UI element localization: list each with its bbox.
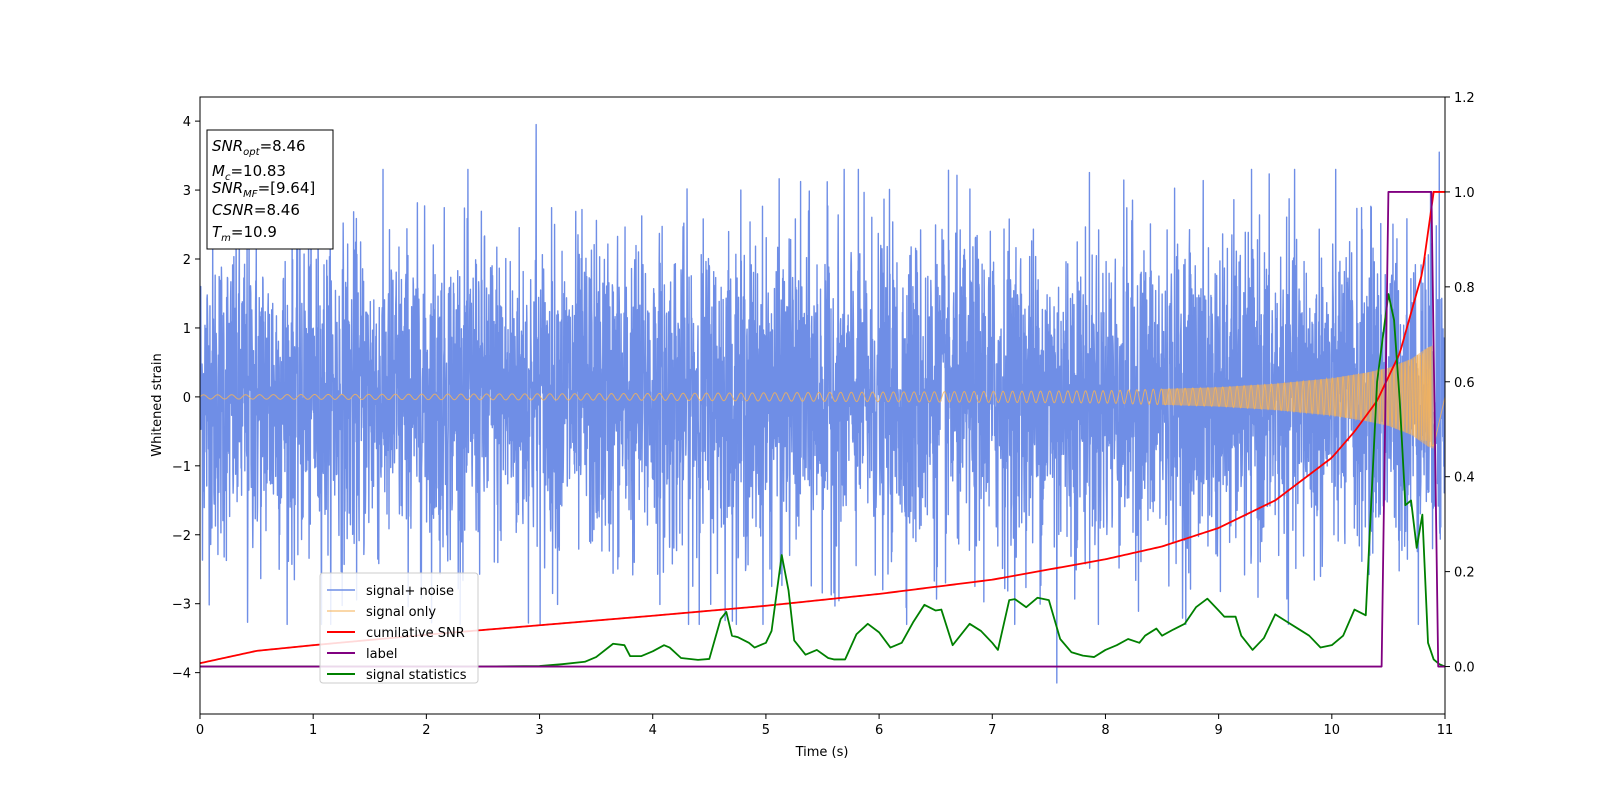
legend-label: signal+ noise: [366, 584, 454, 599]
annotation-box: SNRopt=8.46Mc=10.83SNRMF=[9.64]CSNR=8.46…: [206, 129, 334, 250]
annotation-symbol: CSNR: [212, 201, 254, 219]
x-tick-label: 1: [309, 723, 317, 738]
annotation-value: =10.83: [230, 162, 286, 180]
annotation-symbol: M: [212, 162, 225, 180]
legend-items: signal+ noise signal only cumilative SNR la…: [327, 584, 467, 683]
x-tick-label: 2: [422, 723, 430, 738]
annotation-subscript: MF: [243, 189, 258, 200]
x-tick-label: 7: [988, 723, 996, 738]
legend-frame: [319, 572, 479, 684]
series-label-line: [200, 191, 1445, 668]
annotation-line: SNRopt=8.46: [212, 137, 306, 158]
annotation-value: =[9.64]: [258, 179, 316, 197]
legend-label: label: [366, 647, 397, 662]
legend-label: signal only: [366, 605, 436, 620]
y-tick-label: −2: [172, 529, 191, 544]
y-tick-label: −3: [172, 598, 191, 613]
y2-tick-label: 0.8: [1454, 281, 1475, 296]
annotation-lines: SNRopt=8.46Mc=10.83SNRMF=[9.64]CSNR=8.46…: [212, 137, 315, 244]
annotation-symbol: T: [212, 223, 223, 241]
y2-tick-label: 1.2: [1454, 91, 1475, 106]
legend-label: signal statistics: [366, 668, 467, 683]
plot-frame: [199, 96, 1446, 715]
x-tick-label: 10: [1324, 723, 1341, 738]
annotation-line: Tm=10.9: [212, 223, 277, 244]
annotation-frame: [206, 129, 334, 250]
y2-tick-label: 0.0: [1454, 661, 1475, 676]
series-signal-noise-line: [200, 123, 1445, 684]
x-tick-label: 3: [535, 723, 543, 738]
annotation-value: =10.9: [231, 223, 277, 241]
legend-label: cumilative SNR: [366, 626, 465, 641]
annotation-subscript: m: [221, 233, 231, 244]
y-tick-label: 0: [183, 391, 191, 406]
annotation-subscript: c: [225, 172, 231, 183]
legend: signal+ noise signal only cumilative SNR la…: [319, 572, 479, 684]
y2-tick-label: 0.2: [1454, 566, 1475, 581]
y-tick-label: −4: [172, 667, 191, 682]
series-signal-only-envelope: [1162, 345, 1434, 449]
annotation-line: Mc=10.83: [212, 162, 286, 183]
y2-axis-ticks: 0.0 0.2 0.4 0.6 0.8 1.0 1.2: [1445, 91, 1475, 676]
y-tick-label: 1: [183, 322, 191, 337]
x-tick-label: 9: [1214, 723, 1222, 738]
y-axis-label: Whitened strain: [150, 353, 165, 456]
annotation-symbol: SNR: [212, 179, 243, 197]
x-tick-label: 5: [762, 723, 770, 738]
annotation-subscript: opt: [243, 147, 260, 158]
annotation-line: CSNR=8.46: [212, 201, 300, 219]
y2-tick-label: 0.6: [1454, 376, 1475, 391]
x-tick-label: 11: [1437, 723, 1454, 738]
y-tick-label: 4: [183, 115, 191, 130]
series-signal-statistics-line: [200, 293, 1445, 668]
y2-tick-label: 0.4: [1454, 471, 1475, 486]
annotation-line: SNRMF=[9.64]: [212, 179, 315, 200]
x-tick-label: 4: [649, 723, 657, 738]
y-axis-ticks: −4 −3 −2 −1 0 1 2 3 4: [172, 115, 200, 682]
x-axis-ticks: 0 1 2 3 4 5 6 7 8 9 10 11: [196, 714, 1453, 738]
x-tick-label: 8: [1101, 723, 1109, 738]
annotation-value: =8.46: [260, 137, 306, 155]
x-tick-label: 6: [875, 723, 883, 738]
y2-tick-label: 1.0: [1454, 186, 1475, 201]
annotation-symbol: SNR: [212, 137, 243, 155]
y-tick-label: −1: [172, 460, 191, 475]
annotation-value: =8.46: [254, 201, 300, 219]
y-tick-label: 2: [183, 253, 191, 268]
y-tick-label: 3: [183, 184, 191, 199]
x-axis-label: Time (s): [795, 745, 849, 760]
x-tick-label: 0: [196, 723, 204, 738]
